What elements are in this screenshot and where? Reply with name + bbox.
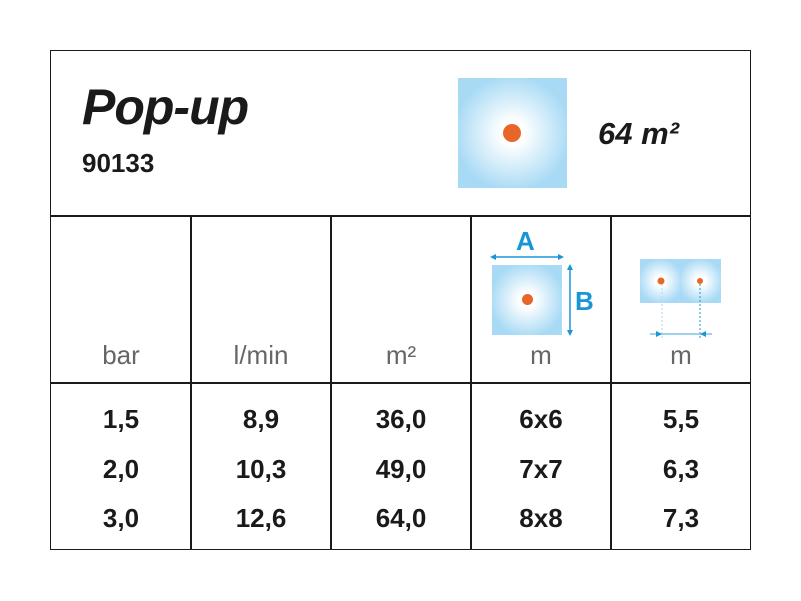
table-cell: 3,0 <box>102 503 140 533</box>
table-cell: 1,5 <box>102 404 140 434</box>
spec-table <box>50 50 751 550</box>
product-name: Pop-up <box>82 79 249 135</box>
table-cell: 12,6 <box>235 503 287 533</box>
spacing-arrows-icon <box>650 277 712 338</box>
table-cell: 7x7 <box>519 454 563 484</box>
header-area: m² <box>385 340 417 370</box>
header-dimensions: m <box>530 340 552 370</box>
coverage-area: 64 m² <box>598 116 679 151</box>
table-cell: 5,5 <box>662 404 700 434</box>
divider <box>190 216 192 550</box>
table-cell: 8x8 <box>519 503 563 533</box>
table-cell: 6x6 <box>519 404 563 434</box>
table-cell: 49,0 <box>375 454 427 484</box>
label-b: B <box>575 286 594 316</box>
divider <box>610 216 612 550</box>
header-pressure: bar <box>102 340 140 370</box>
header-spacing: m <box>670 340 692 370</box>
divider <box>330 216 332 550</box>
product-code: 90133 <box>82 148 155 178</box>
table-cell: 7,3 <box>662 503 700 533</box>
divider <box>470 216 472 550</box>
table-cell: 10,3 <box>235 454 287 484</box>
table-cell: 6,3 <box>662 454 700 484</box>
table-cell: 36,0 <box>375 404 427 434</box>
label-a: A <box>516 226 535 256</box>
divider <box>50 382 751 384</box>
table-cell: 64,0 <box>375 503 427 533</box>
header-flow: l/min <box>233 340 289 370</box>
nozzle-icon <box>503 124 521 142</box>
table-cell: 8,9 <box>242 404 280 434</box>
nozzle-icon <box>522 294 533 305</box>
table-cell: 2,0 <box>102 454 140 484</box>
dimension-arrows-icon <box>490 254 573 336</box>
divider <box>50 215 751 217</box>
